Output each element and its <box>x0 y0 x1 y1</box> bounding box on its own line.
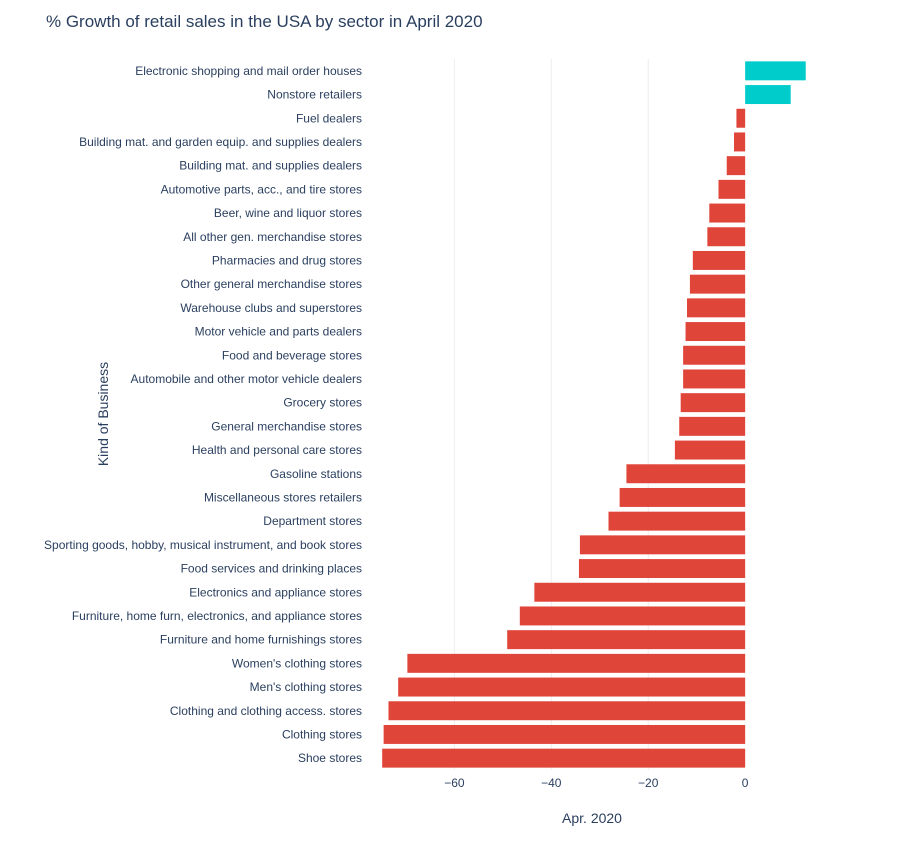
category-label: Gasoline stations <box>270 467 362 481</box>
bar[interactable] <box>687 298 746 318</box>
bar[interactable] <box>388 701 746 721</box>
category-label: Building mat. and supplies dealers <box>179 159 362 173</box>
category-label: Pharmacies and drug stores <box>212 253 362 267</box>
category-label: Men's clothing stores <box>250 680 362 694</box>
category-label: Electronics and appliance stores <box>189 585 362 599</box>
bar[interactable] <box>534 582 746 602</box>
bar[interactable] <box>718 179 746 199</box>
bar[interactable] <box>685 322 746 342</box>
category-label: Nonstore retailers <box>267 88 362 102</box>
x-axis-title: Apr. 2020 <box>562 810 622 826</box>
category-labels: Electronic shopping and mail order house… <box>44 64 362 765</box>
bar[interactable] <box>407 653 746 673</box>
category-label: Automotive parts, acc., and tire stores <box>161 182 362 196</box>
category-label: All other gen. merchandise stores <box>183 230 362 244</box>
bar[interactable] <box>683 369 746 389</box>
chart-title: % Growth of retail sales in the USA by s… <box>46 12 483 31</box>
category-label: Fuel dealers <box>296 111 362 125</box>
category-label: Beer, wine and liquor stores <box>214 206 362 220</box>
x-tick-label: 0 <box>742 776 749 790</box>
bar[interactable] <box>726 156 746 176</box>
category-label: Miscellaneous stores retailers <box>204 490 362 504</box>
x-tick-label: −60 <box>444 776 465 790</box>
bar[interactable] <box>579 535 746 555</box>
category-label: Building mat. and garden equip. and supp… <box>79 135 362 149</box>
category-label: Other general merchandise stores <box>181 277 362 291</box>
category-label: Clothing and clothing access. stores <box>170 704 362 718</box>
category-label: Electronic shopping and mail order house… <box>135 64 362 78</box>
bar[interactable] <box>707 227 746 247</box>
category-label: Health and personal care stores <box>192 443 362 457</box>
bar[interactable] <box>745 61 806 81</box>
category-label: Clothing stores <box>282 727 362 741</box>
category-label: Shoe stores <box>298 751 362 765</box>
bar[interactable] <box>519 606 746 626</box>
category-label: Warehouse clubs and superstores <box>180 301 362 315</box>
bar[interactable] <box>736 108 746 128</box>
category-label: Women's clothing stores <box>232 656 362 670</box>
x-tick-label: −40 <box>541 776 562 790</box>
bars <box>382 61 806 768</box>
gridlines <box>453 59 649 770</box>
bar[interactable] <box>382 748 746 768</box>
category-label: Furniture, home furn, electronics, and a… <box>72 609 362 623</box>
category-label: Food and beverage stores <box>222 348 362 362</box>
bar[interactable] <box>507 630 746 650</box>
category-label: Department stores <box>263 514 362 528</box>
bar[interactable] <box>674 440 746 460</box>
bar[interactable] <box>683 345 746 365</box>
bar[interactable] <box>680 393 746 413</box>
bar[interactable] <box>608 511 746 531</box>
bar[interactable] <box>383 724 746 744</box>
bar[interactable] <box>745 85 791 105</box>
bar[interactable] <box>626 464 746 484</box>
category-label: Automobile and other motor vehicle deale… <box>131 372 362 386</box>
bar[interactable] <box>709 203 746 223</box>
bar[interactable] <box>679 416 746 436</box>
bar[interactable] <box>692 250 746 270</box>
x-tick-label: −20 <box>638 776 659 790</box>
y-axis-title: Kind of Business <box>95 362 111 466</box>
category-label: Furniture and home furnishings stores <box>160 633 362 647</box>
bar[interactable] <box>578 559 746 579</box>
bar[interactable] <box>619 487 746 507</box>
bar[interactable] <box>689 274 746 294</box>
category-label: General merchandise stores <box>211 419 362 433</box>
bar[interactable] <box>398 677 746 697</box>
category-label: Sporting goods, hobby, musical instrumen… <box>44 538 362 552</box>
category-label: Motor vehicle and parts dealers <box>195 325 362 339</box>
category-label: Grocery stores <box>283 396 362 410</box>
bar[interactable] <box>734 132 746 152</box>
category-label: Food services and drinking places <box>181 562 362 576</box>
x-tick-labels: −60 −40 −20 0 <box>444 776 749 790</box>
